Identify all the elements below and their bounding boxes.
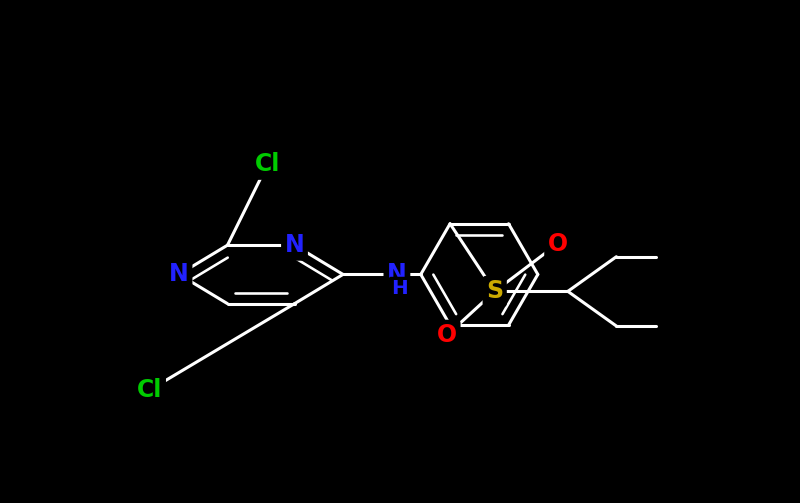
Text: O: O [437,323,457,347]
Text: Cl: Cl [137,378,162,402]
Text: N: N [285,233,304,257]
Text: N: N [387,263,406,286]
Text: H: H [391,279,407,298]
Text: Cl: Cl [255,152,280,177]
Text: O: O [548,231,568,256]
Text: N: N [169,263,189,286]
Text: S: S [486,279,503,303]
